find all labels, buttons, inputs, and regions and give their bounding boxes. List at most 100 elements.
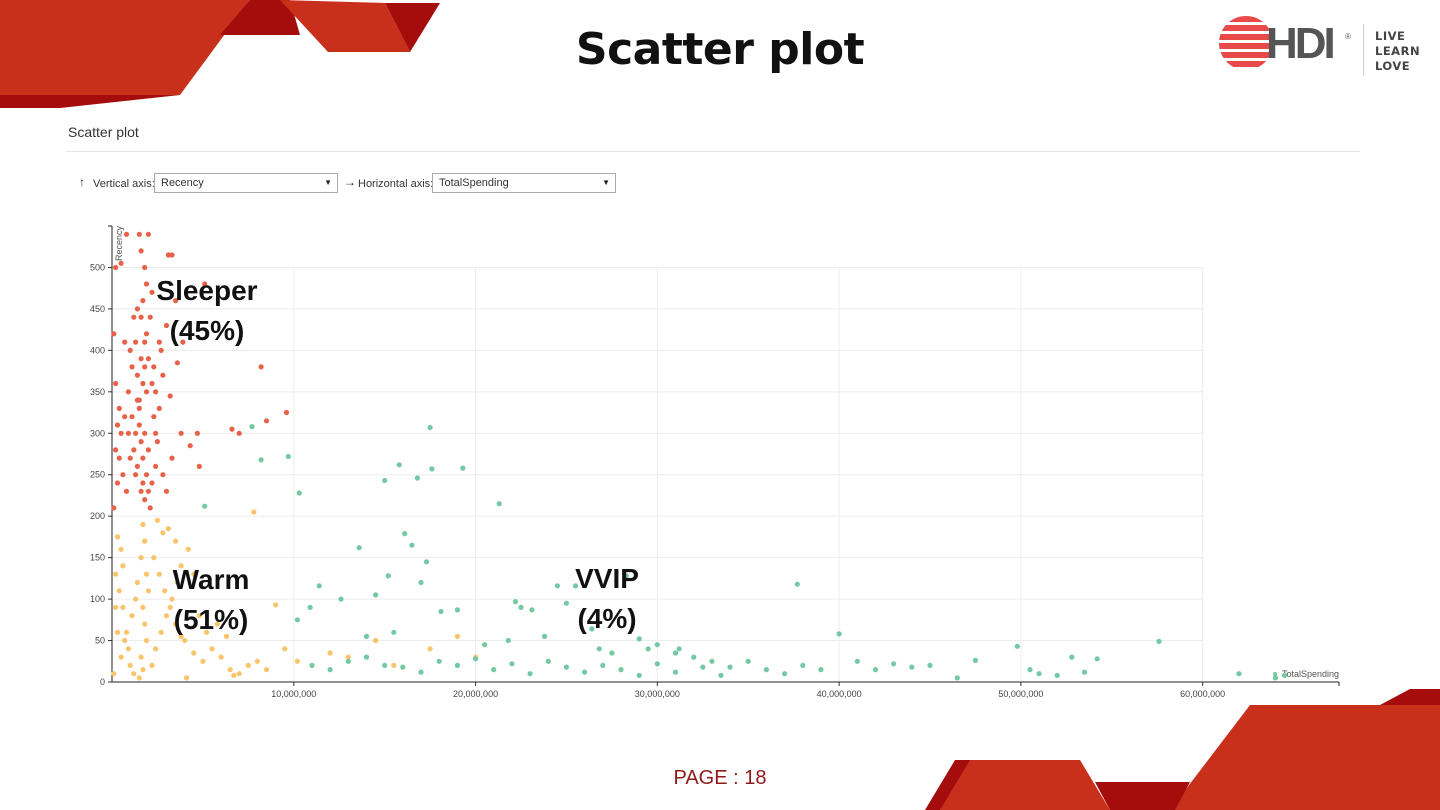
data-point-vvip: [542, 633, 548, 640]
data-point-sleeper: [145, 356, 151, 362]
data-point-sleeper: [133, 430, 139, 436]
data-point-vvip: [654, 642, 660, 648]
data-point-vvip: [438, 608, 444, 615]
data-point-warm: [174, 579, 180, 586]
data-point-warm: [178, 633, 184, 640]
data-point-vvip: [414, 475, 420, 481]
data-point-vvip: [309, 662, 315, 669]
x-axis-title: TotalSpending: [1282, 669, 1339, 679]
data-point-sleeper: [196, 463, 202, 469]
data-point-warm: [118, 546, 124, 552]
data-point-warm: [273, 602, 279, 608]
data-point-warm: [160, 530, 166, 536]
data-point-vvip: [418, 669, 424, 675]
data-point-vvip: [454, 607, 460, 613]
data-point-warm: [158, 629, 164, 635]
data-point-vvip: [396, 462, 402, 468]
horizontal-axis-select[interactable]: TotalSpending ▼: [432, 173, 616, 193]
x-tick-label: 40,000,000: [817, 689, 862, 699]
tagline-live: LIVE: [1375, 29, 1406, 43]
data-point-vvip: [505, 637, 511, 644]
data-point-vvip: [518, 604, 524, 611]
data-point-sleeper: [147, 505, 153, 511]
data-point-sleeper: [142, 264, 148, 271]
data-point-sleeper: [136, 231, 142, 237]
data-point-warm: [111, 671, 117, 677]
data-point-warm: [427, 646, 433, 652]
data-point-sleeper: [116, 455, 122, 461]
data-point-vvip: [654, 661, 660, 667]
data-point-sleeper: [138, 356, 144, 362]
data-point-sleeper: [236, 430, 242, 436]
data-point-warm: [345, 654, 351, 660]
panel-title: Scatter plot: [68, 124, 139, 140]
data-point-warm: [122, 637, 128, 644]
data-point-vvip: [1272, 675, 1278, 681]
data-point-vvip: [1236, 671, 1242, 677]
data-point-sleeper: [125, 430, 131, 436]
data-point-vvip: [496, 501, 502, 507]
data-point-sleeper: [134, 463, 140, 469]
data-point-sleeper: [156, 405, 162, 411]
data-point-sleeper: [167, 393, 173, 399]
scatter-chart: 0 50 100 150 200 250 300 350 400 450 500 10,000,000…: [90, 225, 1340, 699]
data-point-vvip: [460, 465, 466, 471]
data-point-sleeper: [140, 298, 146, 304]
data-point-sleeper: [113, 380, 119, 387]
data-point-sleeper: [133, 339, 139, 345]
data-point-vvip: [1156, 638, 1162, 645]
data-point-vvip: [509, 661, 515, 667]
data-point-sleeper: [180, 339, 186, 345]
segment-label-warm: Warm: [173, 564, 250, 595]
x-tick-label: 60,000,000: [1180, 689, 1225, 699]
data-point-sleeper: [134, 372, 140, 378]
data-point-warm: [294, 658, 300, 664]
data-point-vvip: [676, 646, 682, 652]
data-point-warm: [254, 658, 260, 664]
data-point-sleeper: [131, 447, 137, 453]
data-point-sleeper: [113, 264, 119, 271]
data-point-vvip: [1027, 667, 1033, 673]
data-point-vvip: [1054, 672, 1060, 679]
data-point-sleeper: [140, 455, 146, 461]
data-point-sleeper: [142, 339, 148, 345]
data-point-sleeper: [111, 331, 117, 337]
y-tick-label: 0: [100, 677, 105, 687]
data-point-vvip: [636, 672, 642, 679]
data-point-sleeper: [160, 472, 166, 478]
data-point-sleeper: [143, 331, 150, 337]
data-point-vvip: [1036, 671, 1042, 677]
x-tick-label: 10,000,000: [271, 689, 316, 699]
data-point-sleeper: [134, 397, 140, 403]
data-point-vvip: [296, 490, 302, 496]
data-point-sleeper: [125, 389, 131, 395]
data-point-vvip: [1281, 672, 1288, 679]
registered-mark: ®: [1345, 32, 1351, 41]
data-point-vvip: [529, 607, 535, 613]
data-point-warm: [183, 675, 190, 681]
data-point-vvip: [249, 424, 255, 430]
data-point-sleeper: [151, 414, 157, 420]
data-point-vvip: [527, 671, 533, 677]
data-point-sleeper: [149, 289, 155, 295]
data-point-warm: [120, 604, 126, 611]
data-point-vvip: [727, 664, 733, 670]
vertical-axis-select[interactable]: Recency ▼: [154, 173, 338, 193]
data-point-vvip: [563, 664, 570, 670]
data-point-vvip: [618, 667, 624, 673]
hdi-wordmark: HDI: [1266, 19, 1336, 68]
data-point-sleeper: [178, 430, 184, 436]
data-point-warm: [143, 571, 150, 577]
data-point-warm: [138, 555, 144, 561]
vertical-axis-value: Recency: [161, 177, 204, 189]
data-point-vvip: [454, 662, 460, 669]
data-point-vvip: [307, 604, 313, 611]
data-point-sleeper: [127, 347, 133, 353]
x-tick-label: 30,000,000: [635, 689, 680, 699]
data-point-warm: [214, 621, 220, 627]
data-point-vvip: [718, 672, 724, 679]
data-point-sleeper: [138, 488, 144, 494]
y-tick-label: 250: [90, 470, 105, 480]
data-point-sleeper: [149, 380, 155, 387]
data-point-vvip: [782, 671, 788, 677]
